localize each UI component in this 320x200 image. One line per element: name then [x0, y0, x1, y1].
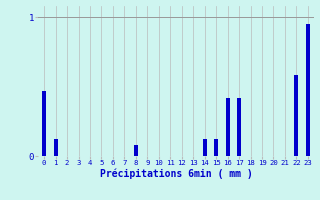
Bar — [134, 145, 138, 156]
Bar — [306, 24, 310, 156]
Bar — [226, 98, 230, 156]
Bar — [203, 139, 207, 156]
Bar — [214, 139, 218, 156]
Bar — [237, 98, 241, 156]
Bar — [294, 75, 299, 156]
Bar — [53, 139, 58, 156]
X-axis label: Précipitations 6min ( mm ): Précipitations 6min ( mm ) — [100, 169, 252, 179]
Bar — [42, 91, 46, 156]
